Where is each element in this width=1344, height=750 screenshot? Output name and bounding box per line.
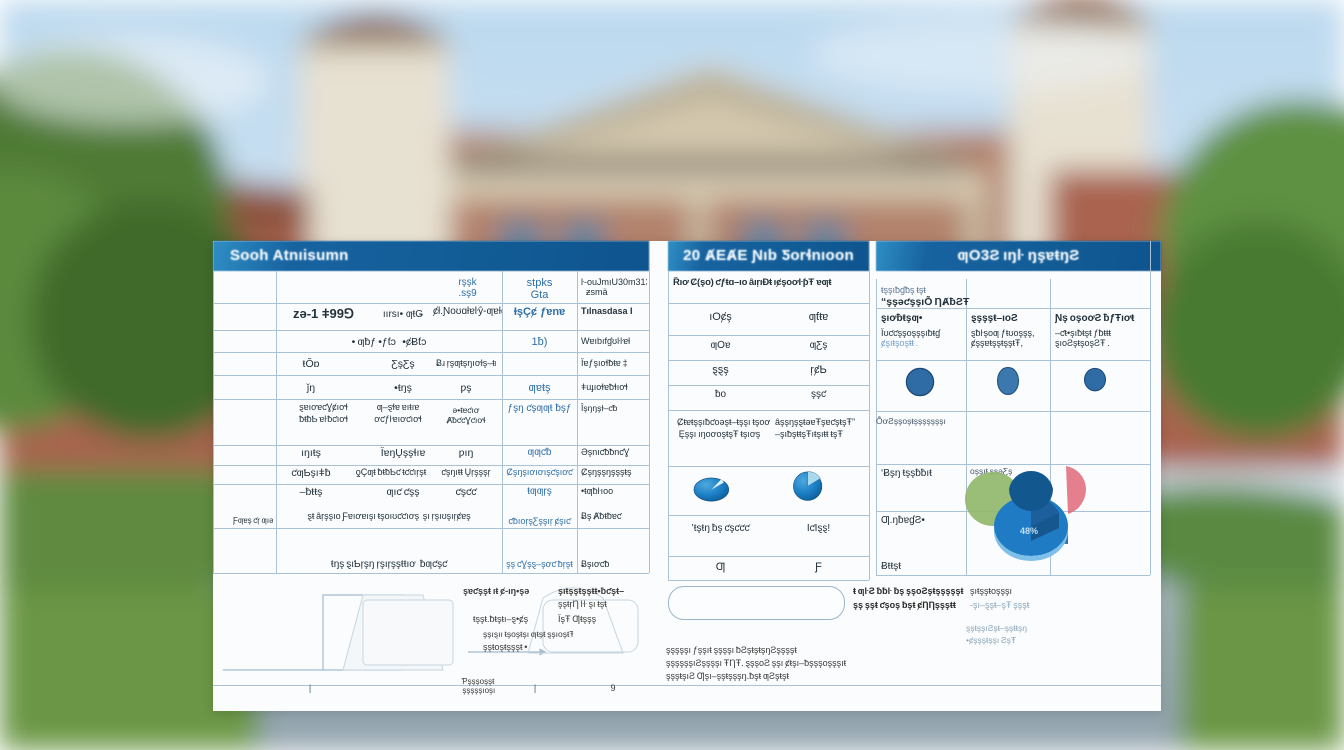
svg-text:48%: 48%: [1020, 526, 1038, 536]
